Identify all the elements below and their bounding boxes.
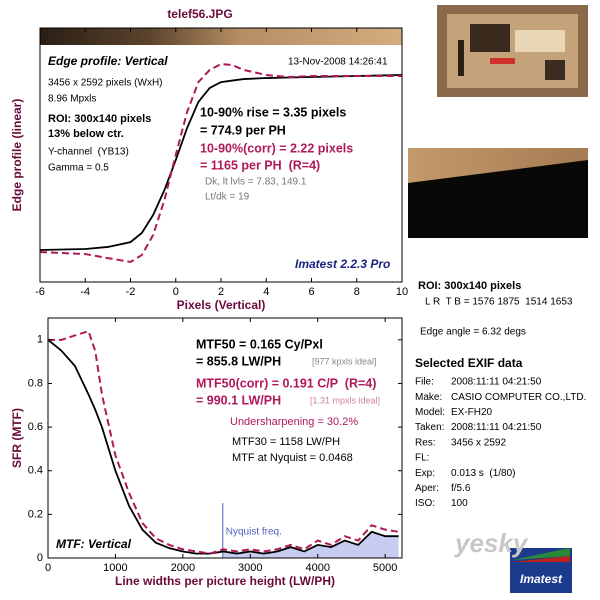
y-axis-label: Edge profile (linear): [10, 99, 24, 212]
edge-strip: [40, 28, 402, 45]
y-axis-label: SFR (MTF): [10, 408, 24, 468]
series-line: [39, 63, 402, 263]
x-tick-label: 10: [396, 286, 408, 298]
annotation: 3456 x 2592 pixels (WxH): [48, 78, 163, 89]
roi-size: ROI: 300x140 pixels: [418, 280, 521, 292]
exif-key: Make:: [415, 392, 442, 403]
exif-key: ISO:: [415, 498, 435, 509]
exif-value: CASIO COMPUTER CO.,LTD.: [451, 392, 586, 403]
annotation: = 1165 per PH (R=4): [200, 158, 320, 172]
annotation: Y-channel (YB13): [48, 147, 129, 158]
x-tick-label: 6: [308, 286, 314, 298]
exif-value: 0.013 s (1/80): [451, 468, 515, 479]
series-line: [47, 339, 399, 555]
exif-key: Exp:: [415, 468, 435, 479]
annotation: 8.96 Mpxls: [48, 94, 96, 105]
annotation: 10-90% rise = 3.35 pixels: [200, 105, 346, 119]
file-title: telef56.JPG: [167, 7, 232, 21]
watermark: yesky: [453, 528, 529, 558]
annotation: Lt/dk = 19: [205, 192, 250, 203]
x-tick-label: 5000: [373, 562, 397, 574]
annotation: MTF30 = 1158 LW/PH: [232, 436, 340, 448]
annotation: Undersharpening = 30.2%: [230, 416, 358, 428]
exif-key: Aper:: [415, 483, 439, 494]
x-tick-label: 8: [354, 286, 360, 298]
plot-frame: [47, 317, 403, 559]
exif-key: Model:: [415, 407, 445, 418]
thumbnail: [437, 5, 588, 97]
y-tick-label: 0.2: [28, 508, 43, 520]
annotation: MTF50 = 0.165 Cy/Pxl: [196, 337, 323, 351]
logo-text: Imatest: [520, 572, 563, 586]
x-tick-label: -2: [126, 286, 136, 298]
x-tick-label: -4: [80, 286, 90, 298]
y-tick-label: 0.4: [28, 465, 43, 477]
exif-heading: Selected EXIF data: [415, 356, 523, 370]
exif-key: File:: [415, 377, 434, 388]
annotation: MTF: Vertical: [56, 537, 132, 551]
edge-angle: Edge angle = 6.32 degs: [420, 327, 526, 338]
exif-value: 2008:11:11 04:21:50: [451, 422, 542, 433]
annotation: Gamma = 0.5: [48, 163, 109, 174]
roi-crop: [408, 148, 588, 238]
y-tick-label: 1: [37, 334, 43, 346]
exif-value: EX-FH20: [451, 407, 493, 418]
x-tick-label: -6: [35, 286, 45, 298]
y-tick-label: 0: [37, 552, 43, 564]
annotation: = 990.1 LW/PH: [196, 393, 281, 407]
x-tick-label: 4000: [305, 562, 329, 574]
nyquist-label: Nyquist freq.: [226, 527, 282, 538]
exif-key: FL:: [415, 453, 429, 464]
annotation: MTF50(corr) = 0.191 C/P (R=4): [196, 376, 376, 390]
x-tick-label: 0: [45, 562, 51, 574]
x-tick-label: 4: [263, 286, 269, 298]
annotation: 13% below ctr.: [48, 128, 124, 140]
exif-table: File: 2008:11:11 04:21:50 Make: CASIO COMPU…: [415, 377, 586, 510]
annotation: MTF at Nyquist = 0.0468: [232, 452, 353, 464]
x-tick-label: 0: [173, 286, 179, 298]
x-tick-label: 3000: [238, 562, 262, 574]
annotation: Imatest 2.2.3 Pro: [295, 257, 390, 271]
annotation: [977 kpxls ideal]: [312, 356, 377, 366]
annotation: ROI: 300x140 pixels: [48, 113, 151, 125]
exif-value: 2008:11:11 04:21:50: [451, 377, 542, 388]
roi-bounds: L R T B = 1576 1875 1514 1653: [425, 297, 573, 308]
logo: Imatest: [510, 548, 572, 593]
exif-value: 3456 x 2592: [451, 437, 506, 448]
annotation: Edge profile: Vertical: [48, 54, 168, 68]
exif-value: 100: [451, 498, 468, 509]
x-axis-label: Pixels (Vertical): [177, 298, 266, 312]
x-tick-label: 2000: [171, 562, 195, 574]
exif-value: f/5.6: [451, 483, 471, 494]
annotation: Dk, lt lvls = 7.83, 149.1: [205, 177, 307, 188]
y-tick-label: 0.8: [28, 377, 43, 389]
annotation: = 855.8 LW/PH: [196, 354, 281, 368]
y-tick-label: 0.6: [28, 421, 43, 433]
annotation: = 774.9 per PH: [200, 123, 286, 137]
annotation: [1.31 mpxls ideal]: [310, 395, 380, 405]
x-axis-label: Line widths per picture height (LW/PH): [115, 574, 335, 588]
series-line: [48, 329, 399, 555]
x-tick-label: 1000: [103, 562, 127, 574]
exif-key: Res:: [415, 437, 436, 448]
nyquist-area: [222, 531, 399, 558]
exif-key: Taken:: [415, 422, 444, 433]
annotation: 13-Nov-2008 14:26:41: [288, 57, 388, 68]
x-tick-label: 2: [218, 286, 224, 298]
annotation: 10-90%(corr) = 2.22 pixels: [200, 141, 353, 155]
